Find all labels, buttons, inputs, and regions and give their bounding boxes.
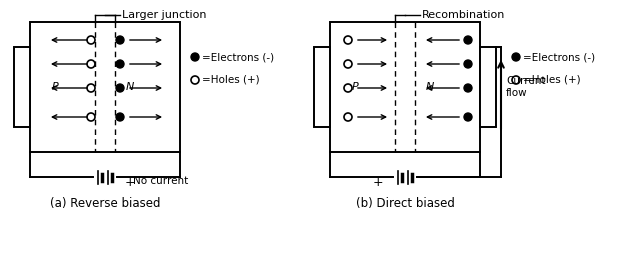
Bar bbox=[30, 22, 180, 152]
Bar bbox=[330, 22, 480, 152]
Circle shape bbox=[116, 60, 124, 68]
Circle shape bbox=[116, 84, 124, 92]
Text: (a) Reverse biased: (a) Reverse biased bbox=[50, 198, 160, 211]
Circle shape bbox=[116, 36, 124, 44]
Circle shape bbox=[191, 53, 199, 61]
Text: Current
flow: Current flow bbox=[506, 76, 546, 98]
Bar bbox=[480, 47, 496, 127]
Bar bbox=[314, 47, 330, 127]
Text: No current: No current bbox=[133, 176, 188, 186]
Text: =Electrons (-): =Electrons (-) bbox=[202, 52, 274, 62]
Circle shape bbox=[464, 60, 472, 68]
Text: (b) Direct biased: (b) Direct biased bbox=[356, 198, 454, 211]
Text: P: P bbox=[52, 82, 58, 92]
Text: +: + bbox=[125, 176, 136, 188]
Text: =Holes (+): =Holes (+) bbox=[202, 75, 259, 85]
Circle shape bbox=[464, 36, 472, 44]
Text: Recombination: Recombination bbox=[422, 10, 506, 20]
Text: Larger junction: Larger junction bbox=[122, 10, 206, 20]
Bar bbox=[14, 47, 30, 127]
Circle shape bbox=[464, 113, 472, 121]
Circle shape bbox=[512, 53, 520, 61]
Text: P: P bbox=[352, 82, 358, 92]
Text: =Holes (+): =Holes (+) bbox=[523, 75, 581, 85]
Text: N: N bbox=[426, 82, 434, 92]
Text: N: N bbox=[126, 82, 134, 92]
Circle shape bbox=[116, 113, 124, 121]
Circle shape bbox=[464, 84, 472, 92]
Text: =Electrons (-): =Electrons (-) bbox=[523, 52, 595, 62]
Text: +: + bbox=[372, 176, 383, 188]
